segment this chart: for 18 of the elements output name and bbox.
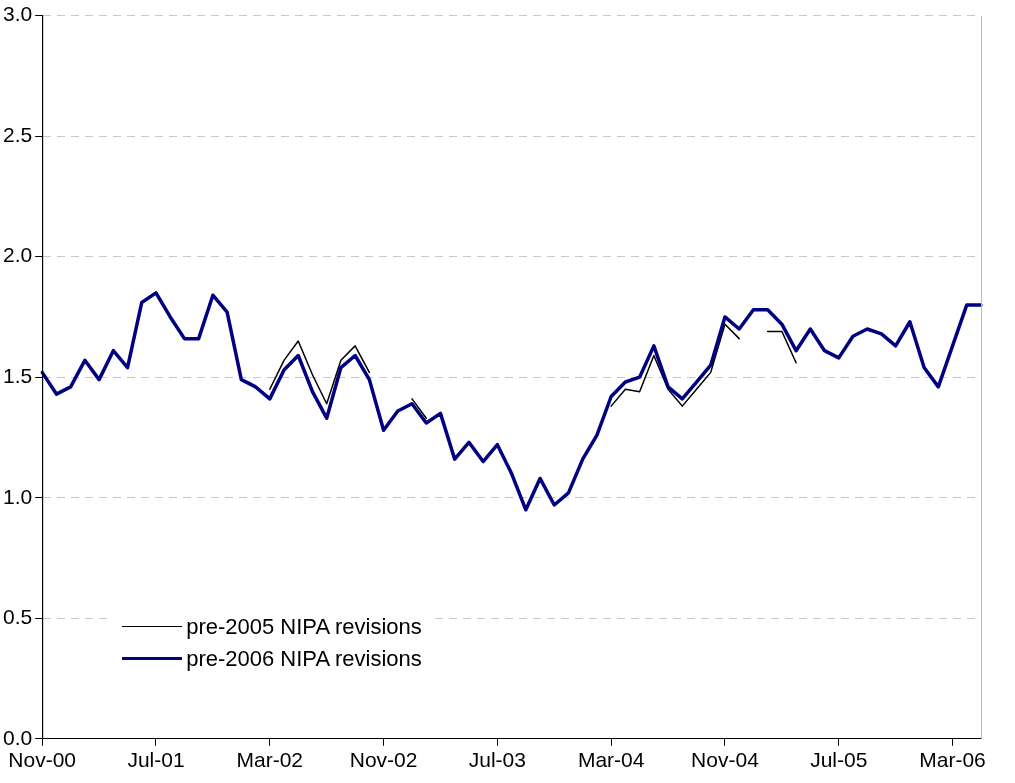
- x-tick-label: Nov-04: [691, 748, 760, 772]
- y-tick-label: 0.5: [2, 605, 33, 629]
- y-tick-label: 1.5: [2, 364, 33, 387]
- legend-label: pre-2006 NIPA revisions: [186, 645, 422, 672]
- x-tick-label: Nov-02: [349, 748, 418, 772]
- x-tick-label: Mar-04: [577, 748, 645, 772]
- y-tick-label: 2.5: [2, 122, 33, 146]
- x-tick-label: Jul-05: [810, 748, 868, 772]
- x-tick-label: Nov-00: [8, 748, 77, 772]
- x-tick-label: Mar-02: [236, 748, 304, 772]
- y-tick-label: 2.0: [2, 243, 33, 267]
- legend-label: pre-2005 NIPA revisions: [186, 613, 422, 640]
- x-tick-label: Mar-06: [919, 748, 986, 772]
- y-tick-label: 1.0: [2, 484, 33, 508]
- x-tick-label: Jul-03: [468, 748, 526, 772]
- y-tick-label: 3.0: [2, 2, 33, 26]
- y-tick-label: 0.0: [2, 725, 33, 749]
- x-tick-label: Jul-01: [127, 748, 185, 772]
